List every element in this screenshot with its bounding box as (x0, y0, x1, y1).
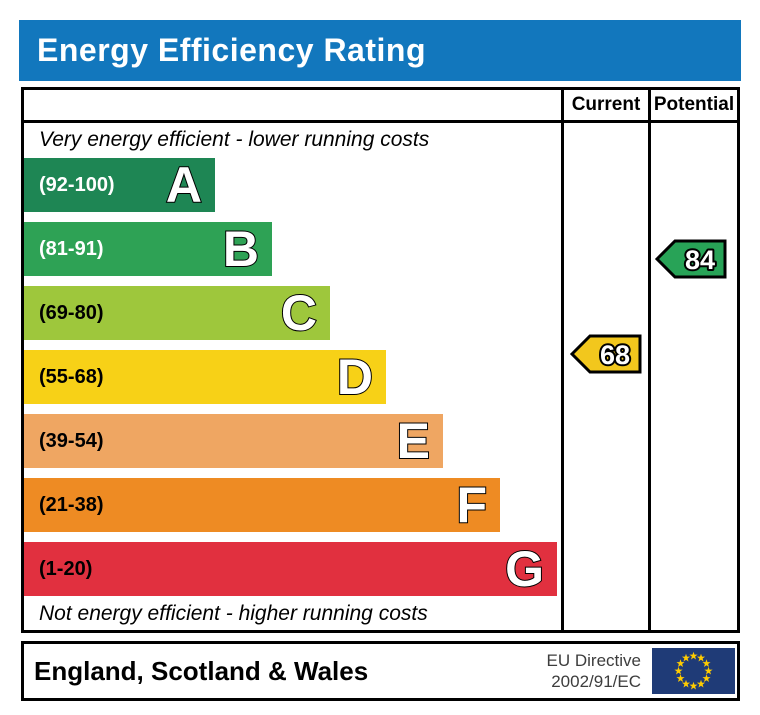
band-letter: C (280, 285, 318, 341)
eu-flag-star (696, 679, 706, 688)
column-divider-potential (648, 90, 651, 630)
potential-rating-value: 84 (685, 245, 715, 275)
band-letter: G (504, 541, 545, 597)
band-row-f: (21-38) F (24, 477, 500, 533)
band-letter: E (396, 413, 431, 469)
eu-flag-star (696, 653, 706, 662)
eu-flag-star (702, 674, 711, 682)
eu-directive-line1: EU Directive (546, 651, 641, 670)
current-column-header: Current (571, 94, 641, 115)
column-divider-current (561, 90, 564, 630)
caption-not-efficient: Not energy efficient - higher running co… (39, 602, 428, 625)
eu-flag-star (676, 674, 685, 682)
region-label: England, Scotland & Wales (34, 655, 369, 686)
page-title: Energy Efficiency Rating (37, 32, 426, 68)
band-range-label: (55-68) (39, 365, 104, 388)
footer: England, Scotland & Wales EU Directive 2… (21, 641, 740, 701)
eu-flag-star (702, 659, 711, 667)
band-row-g: (1-20) G (24, 541, 557, 597)
band-range-label: (92-100) (39, 173, 115, 196)
band-letter: B (222, 221, 260, 277)
eu-flag-icon (652, 648, 735, 694)
energy-rating-chart: Current Potential Very energy efficient … (21, 87, 740, 633)
title-banner: Energy Efficiency Rating (19, 20, 741, 81)
band-letter: D (336, 349, 374, 405)
band-range-label: (69-80) (39, 301, 104, 324)
eu-flag-star (681, 679, 691, 688)
eu-flag-star (674, 666, 683, 675)
eu-flag-star (681, 653, 691, 662)
potential-column-header: Potential (653, 94, 735, 115)
band-range-label: (1-20) (39, 557, 93, 580)
eu-flag-star (704, 666, 713, 675)
band-range-label: (81-91) (39, 237, 104, 260)
band-range-label: (21-38) (39, 493, 104, 516)
eu-flag-star (676, 659, 685, 667)
band-letter: F (455, 477, 488, 533)
potential-rating-arrow: 84 (655, 239, 727, 279)
band-row-a: (92-100) A (24, 157, 215, 213)
band-row-c: (69-80) C (24, 285, 330, 341)
caption-very-efficient: Very energy efficient - lower running co… (39, 128, 430, 151)
band-row-e: (39-54) E (24, 413, 443, 469)
eu-flag-star (689, 651, 698, 660)
current-arrow-shape (570, 334, 642, 374)
eu-directive-line2: 2002/91/EC (551, 672, 641, 691)
band-range-label: (39-54) (39, 429, 104, 452)
eu-directive-text: EU Directive 2002/91/EC (547, 644, 641, 698)
potential-arrow-shape (655, 239, 727, 279)
band-row-b: (81-91) B (24, 221, 272, 277)
eu-flag-star (689, 681, 698, 690)
band-letter: A (165, 157, 203, 213)
current-rating-value: 68 (600, 340, 630, 370)
current-rating-arrow: 68 (570, 334, 642, 374)
table-header-row (24, 90, 737, 123)
band-row-d: (55-68) D (24, 349, 386, 405)
